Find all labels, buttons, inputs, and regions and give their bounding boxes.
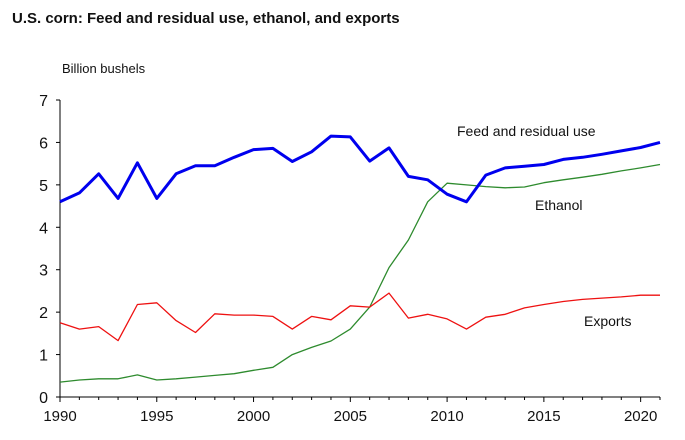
series-label: Exports [584,313,631,329]
series-labels: Feed and residual use Ethanol Exports [457,123,631,329]
x-tick-label: 2015 [527,408,560,425]
x-tick-label: 1995 [140,408,173,425]
series-label: Ethanol [535,197,582,213]
series-line-ethanol [59,163,661,383]
y-axis-label: Billion bushels [62,61,146,76]
y-tick-label: 3 [39,263,48,280]
y-tick-label: 4 [39,220,48,237]
y-tick-label: 7 [39,93,48,110]
x-tick-label: 2005 [334,408,367,425]
x-tick-label: 2010 [430,408,463,425]
chart-title: U.S. corn: Feed and residual use, ethano… [12,10,400,27]
y-tick-label: 0 [39,390,48,407]
y-tick-label: 6 [39,135,48,152]
axes: 0 1 2 3 4 5 6 7 1990 1995 2000 2005 2010 2015 2020 [39,93,661,425]
x-tick-label: 2000 [237,408,270,425]
series-line-feed-and-residual-use [59,134,661,204]
y-tick-label: 2 [39,305,48,322]
x-tick-label: 2020 [624,408,657,425]
series-line-exports [59,292,660,342]
series-label: Feed and residual use [457,123,596,139]
x-tick-label: 1990 [43,408,76,425]
y-tick-label: 5 [39,178,48,195]
series-lines [59,134,661,383]
y-tick-label: 1 [39,348,48,365]
